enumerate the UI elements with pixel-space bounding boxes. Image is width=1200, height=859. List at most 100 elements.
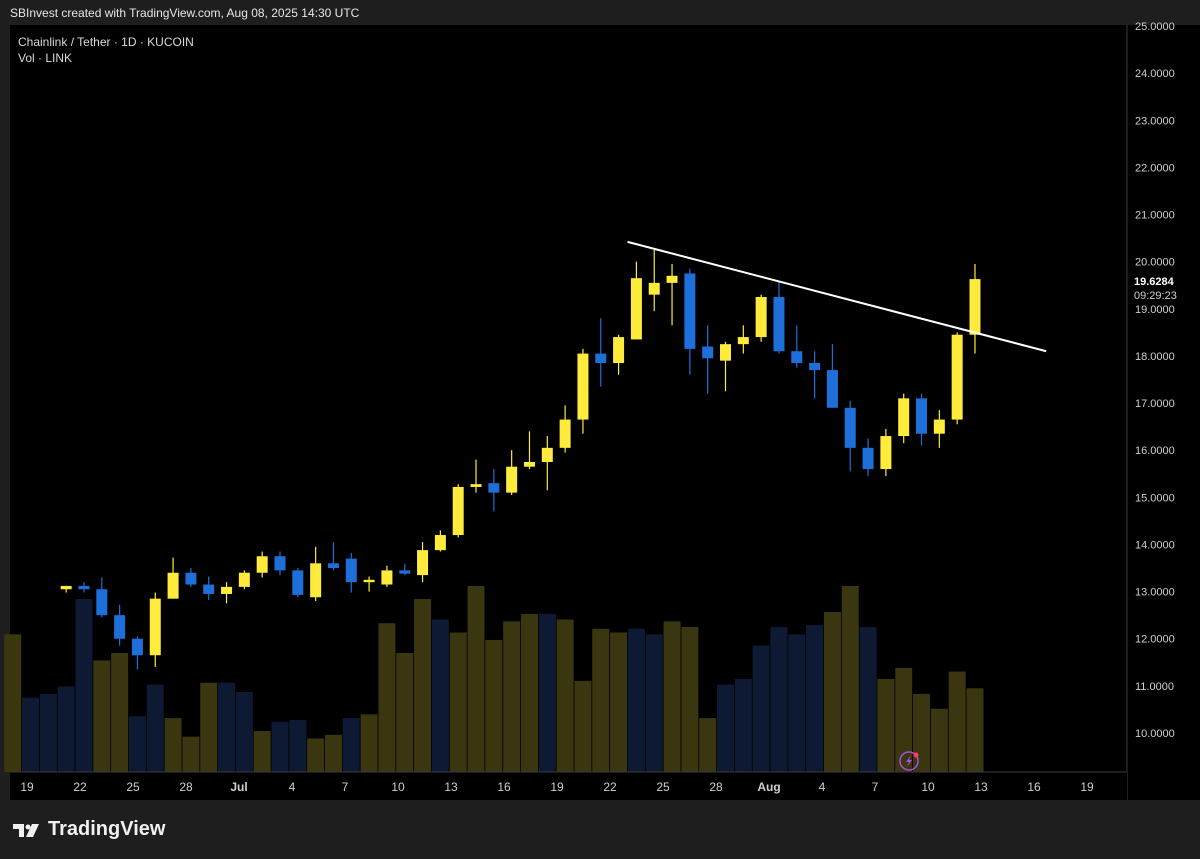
volume-bar[interactable] <box>520 613 538 772</box>
candle[interactable] <box>149 592 161 668</box>
volume-bar[interactable] <box>431 619 449 772</box>
volume-bar[interactable] <box>699 718 717 772</box>
candle[interactable] <box>345 552 357 593</box>
candle[interactable] <box>702 325 714 394</box>
candle[interactable] <box>60 585 72 593</box>
candle[interactable] <box>916 393 928 446</box>
volume-bar[interactable] <box>360 714 378 772</box>
candle[interactable] <box>310 546 322 602</box>
volume-bar[interactable] <box>271 721 289 772</box>
volume-bar[interactable] <box>948 671 966 772</box>
volume-bar[interactable] <box>752 645 770 772</box>
candle[interactable] <box>506 450 518 495</box>
candle[interactable] <box>737 325 749 354</box>
volume-bar[interactable] <box>146 684 164 772</box>
candle[interactable] <box>648 249 660 312</box>
volume-bar[interactable] <box>396 652 414 772</box>
candle[interactable] <box>327 542 339 571</box>
volume-bar[interactable] <box>966 688 984 772</box>
volume-bar[interactable] <box>485 639 503 772</box>
candle[interactable] <box>434 530 446 552</box>
candle[interactable] <box>167 557 179 599</box>
volume-bar[interactable] <box>164 718 182 772</box>
volume-bar[interactable] <box>218 682 236 772</box>
volume-bar[interactable] <box>39 693 57 772</box>
candle[interactable] <box>880 428 892 477</box>
volume-bar[interactable] <box>235 692 253 772</box>
volume-bar[interactable] <box>378 623 396 772</box>
candle[interactable] <box>78 582 90 593</box>
volume-bar[interactable] <box>200 682 218 772</box>
candle[interactable] <box>256 551 268 578</box>
candle[interactable] <box>417 542 429 583</box>
candle[interactable] <box>862 438 874 477</box>
volume-bar[interactable] <box>645 634 663 772</box>
volume-bar[interactable] <box>289 719 307 772</box>
candle[interactable] <box>292 568 304 598</box>
candle[interactable] <box>185 568 197 587</box>
time-scale[interactable] <box>10 772 1127 800</box>
volume-bar[interactable] <box>823 612 841 772</box>
volume-bar[interactable] <box>681 626 699 772</box>
candle[interactable] <box>755 294 767 342</box>
volume-bar[interactable] <box>449 632 467 773</box>
candle[interactable] <box>96 577 108 618</box>
candle[interactable] <box>826 344 838 408</box>
candle[interactable] <box>791 325 803 368</box>
candle[interactable] <box>951 332 963 425</box>
volume-bar[interactable] <box>770 626 788 772</box>
volume-bar[interactable] <box>414 599 432 772</box>
volume-bar[interactable] <box>538 613 556 772</box>
candle[interactable] <box>399 564 411 576</box>
candle[interactable] <box>559 405 571 453</box>
candle[interactable] <box>488 469 500 512</box>
candle[interactable] <box>969 264 981 354</box>
volume-bar[interactable] <box>806 625 824 772</box>
candle[interactable] <box>541 436 553 491</box>
volume-bar[interactable] <box>859 626 877 772</box>
candle[interactable] <box>809 351 821 399</box>
volume-bar[interactable] <box>734 679 752 772</box>
volume-bar[interactable] <box>841 586 859 772</box>
volume-line[interactable]: Vol · LINK <box>18 51 73 65</box>
candle[interactable] <box>898 393 910 444</box>
candle[interactable] <box>452 484 464 538</box>
candle[interactable] <box>114 604 126 646</box>
candle[interactable] <box>470 459 482 493</box>
volume-bar[interactable] <box>93 660 111 772</box>
volume-bar[interactable] <box>574 680 592 772</box>
volume-bar[interactable] <box>182 736 200 772</box>
candle[interactable] <box>684 268 696 375</box>
volume-bar[interactable] <box>307 738 325 772</box>
candle[interactable] <box>238 570 250 590</box>
volume-bar[interactable] <box>717 684 734 772</box>
volume-bar[interactable] <box>877 679 895 772</box>
volume-bar[interactable] <box>592 628 610 772</box>
candle[interactable] <box>844 400 856 472</box>
candle[interactable] <box>221 582 233 604</box>
volume-bar[interactable] <box>627 628 645 772</box>
volume-bar[interactable] <box>556 619 574 772</box>
candle[interactable] <box>613 334 625 375</box>
candle[interactable] <box>595 318 607 387</box>
candle[interactable] <box>203 576 215 601</box>
volume-bar[interactable] <box>663 621 681 772</box>
candle[interactable] <box>933 410 945 448</box>
descending-trendline[interactable] <box>627 240 1047 353</box>
volume-bar[interactable] <box>4 634 22 772</box>
price-scale[interactable] <box>1127 25 1200 800</box>
candle[interactable] <box>523 431 535 470</box>
volume-bar[interactable] <box>930 708 948 772</box>
volume-bar[interactable] <box>467 586 485 772</box>
volume-bar[interactable] <box>342 718 360 772</box>
candle[interactable] <box>773 280 785 354</box>
volume-bar[interactable] <box>57 686 75 772</box>
volume-bar[interactable] <box>111 652 129 772</box>
volume-bar[interactable] <box>324 734 342 772</box>
volume-bar[interactable] <box>503 621 521 772</box>
chart-legend[interactable]: Chainlink / Tether · 1D · KUCOIN Vol · L… <box>18 34 194 66</box>
candle[interactable] <box>720 341 731 392</box>
candle[interactable] <box>630 261 642 340</box>
candle[interactable] <box>363 576 375 592</box>
